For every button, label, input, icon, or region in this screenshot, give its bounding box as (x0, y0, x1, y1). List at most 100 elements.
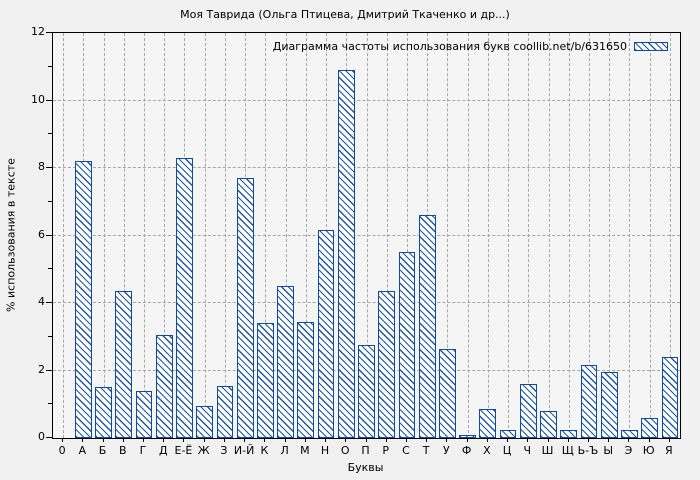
vertical-gridline (528, 33, 530, 438)
x-tick (466, 438, 468, 442)
y-tick (46, 32, 52, 33)
x-tick (628, 438, 630, 442)
vertical-gridline (669, 33, 671, 438)
x-tick (102, 438, 104, 442)
vertical-gridline (467, 33, 469, 438)
y-minor-tick (48, 403, 52, 405)
y-tick (46, 369, 52, 371)
bar-Н (317, 230, 335, 438)
chart-title: Моя Таврида (Ольга Птицева, Дмитрий Ткач… (180, 8, 510, 21)
bar-Б (95, 387, 112, 438)
x-tick-label-У: У (443, 444, 450, 457)
bar-З (216, 385, 234, 438)
vertical-gridline (649, 33, 651, 438)
x-tick-label-Х: Х (483, 444, 491, 457)
x-tick (567, 438, 569, 442)
bar-М (297, 321, 315, 438)
bar-Э (621, 429, 638, 438)
horizontal-gridline (53, 302, 680, 303)
x-tick-label-Е-Ё: Е-Ё (174, 444, 193, 457)
x-tick (284, 438, 286, 442)
x-tick (304, 438, 306, 442)
vertical-gridline (447, 33, 449, 438)
x-tick-label-Ь-Ъ: Ь-Ъ (577, 444, 599, 457)
x-tick (527, 438, 529, 442)
horizontal-gridline (53, 99, 680, 101)
bar-К (257, 323, 274, 438)
bar-Р (378, 291, 396, 438)
vertical-gridline (406, 33, 408, 438)
y-tick-label: 0 (38, 430, 45, 443)
x-tick (446, 438, 448, 442)
x-tick (385, 438, 387, 442)
y-tick (46, 302, 52, 303)
x-tick-label-Щ: Щ (561, 444, 574, 457)
y-tick (46, 437, 52, 438)
horizontal-gridline (53, 167, 680, 168)
x-tick-label-И-Й: И-Й (233, 444, 255, 457)
x-tick-label-М: М (300, 444, 310, 457)
vertical-gridline (508, 33, 510, 438)
y-minor-tick (48, 200, 52, 202)
legend: Диаграмма частоты использования букв coo… (273, 40, 668, 53)
bar-А (74, 161, 92, 438)
y-minor-tick (48, 335, 52, 337)
bar-П (358, 345, 375, 438)
vertical-gridline (386, 33, 388, 438)
plot-area: Диаграмма частоты использования букв coo… (52, 32, 681, 439)
y-tick-label: 10 (31, 92, 45, 106)
y-minor-tick (48, 65, 52, 67)
x-axis-title: Буквы (347, 461, 384, 474)
x-tick (547, 438, 549, 442)
vertical-gridline (548, 33, 550, 438)
bar-Ч (519, 384, 537, 438)
x-tick-label-З: З (220, 444, 228, 457)
vertical-gridline (204, 33, 206, 438)
x-tick (668, 438, 670, 442)
x-tick-label-О: О (340, 444, 350, 457)
x-tick (345, 438, 347, 442)
bar-У (439, 348, 456, 438)
bar-С (398, 252, 416, 438)
bar-Ц (499, 429, 517, 438)
x-tick (608, 438, 610, 442)
x-tick-label-Р: Р (382, 444, 390, 457)
x-tick (143, 438, 145, 442)
y-minor-tick (48, 268, 52, 270)
bar-Щ (560, 429, 578, 438)
x-tick-label-А: А (78, 444, 87, 457)
x-tick-label-Ш: Ш (541, 444, 554, 457)
bar-И-Й (236, 178, 254, 438)
x-tick (62, 438, 64, 442)
bar-О (337, 70, 355, 438)
x-tick-label-Ж: Ж (197, 444, 210, 457)
x-tick (203, 438, 205, 442)
vertical-gridline (63, 33, 65, 438)
x-tick (264, 438, 266, 442)
y-tick-label: 6 (38, 227, 45, 241)
vertical-gridline (103, 33, 105, 438)
vertical-gridline (588, 33, 590, 438)
bar-Ы (600, 372, 618, 438)
vertical-gridline (164, 33, 166, 438)
x-tick (426, 438, 428, 442)
vertical-gridline (144, 33, 146, 438)
vertical-gridline (305, 33, 307, 438)
x-tick (223, 438, 225, 442)
y-tick-label: 12 (31, 25, 45, 38)
bar-Я (661, 357, 679, 438)
vertical-gridline (609, 33, 611, 438)
x-tick (405, 438, 407, 442)
x-tick (163, 438, 165, 442)
vertical-gridline (224, 33, 226, 438)
y-tick (46, 234, 52, 236)
bar-Ь-Ъ (580, 365, 598, 438)
bar-Г (135, 390, 153, 438)
x-tick (507, 438, 509, 442)
vertical-gridline (568, 33, 570, 438)
x-tick-label-Н: Н (320, 444, 330, 457)
y-minor-tick (48, 133, 52, 135)
x-tick-label-К: К (260, 444, 269, 457)
bar-Е-Ё (176, 157, 193, 438)
